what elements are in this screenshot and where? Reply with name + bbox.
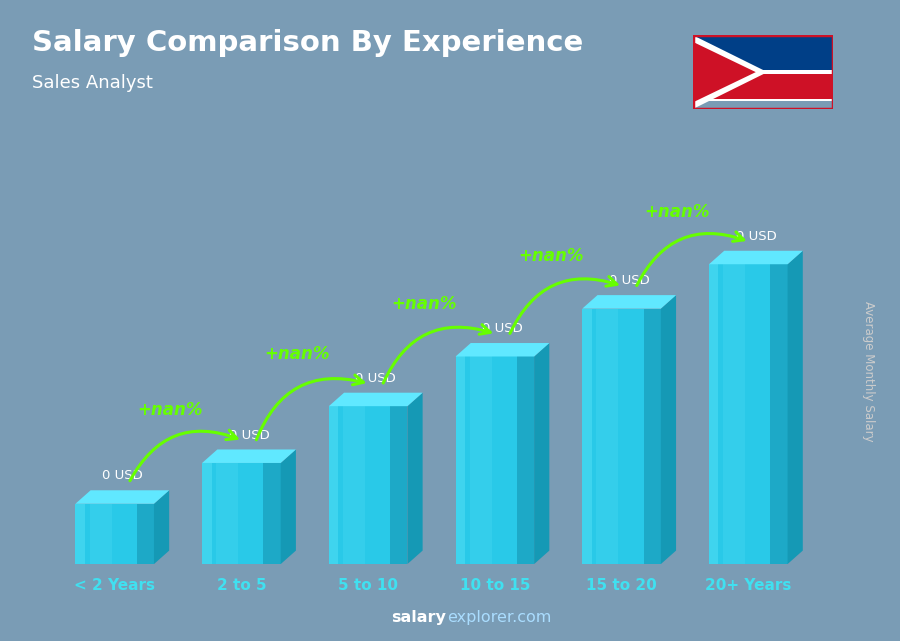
Text: +nan%: +nan% (644, 203, 710, 221)
Bar (709, 264, 788, 564)
Polygon shape (693, 35, 768, 109)
Bar (693, 72, 832, 100)
Polygon shape (281, 449, 296, 564)
Polygon shape (76, 490, 169, 504)
Polygon shape (582, 295, 676, 308)
Polygon shape (788, 251, 803, 564)
Bar (76, 504, 154, 564)
Bar (582, 308, 591, 564)
Text: explorer.com: explorer.com (447, 610, 552, 625)
Bar (264, 463, 281, 564)
Text: Salary Comparison By Experience: Salary Comparison By Experience (32, 29, 583, 57)
Polygon shape (154, 490, 169, 564)
Bar (216, 463, 239, 564)
Bar (470, 356, 491, 564)
Bar (328, 406, 338, 564)
Bar (202, 463, 211, 564)
Bar (770, 264, 788, 564)
Bar (343, 406, 365, 564)
Text: +nan%: +nan% (265, 344, 330, 363)
Text: 0 USD: 0 USD (102, 469, 143, 483)
Polygon shape (534, 343, 549, 564)
Bar (455, 356, 534, 564)
Bar (76, 504, 85, 564)
Bar (597, 308, 618, 564)
Text: 0 USD: 0 USD (608, 274, 650, 287)
Bar (328, 406, 408, 564)
Bar (202, 463, 281, 564)
Bar (582, 308, 661, 564)
Polygon shape (202, 449, 296, 463)
Polygon shape (693, 42, 756, 103)
Bar (644, 308, 661, 564)
Text: 0 USD: 0 USD (229, 429, 269, 442)
Bar (693, 35, 832, 72)
Bar (455, 356, 465, 564)
Bar (693, 99, 832, 101)
Text: +nan%: +nan% (518, 247, 583, 265)
Polygon shape (709, 251, 803, 264)
Text: 0 USD: 0 USD (735, 230, 777, 243)
Text: 0 USD: 0 USD (356, 372, 396, 385)
Bar (90, 504, 112, 564)
Bar (517, 356, 534, 564)
Text: salary: salary (392, 610, 446, 625)
Bar (724, 264, 745, 564)
Text: Sales Analyst: Sales Analyst (32, 74, 152, 92)
Polygon shape (455, 343, 549, 356)
Text: +nan%: +nan% (138, 401, 203, 419)
Text: 0 USD: 0 USD (482, 322, 523, 335)
Polygon shape (408, 393, 423, 564)
Bar (390, 406, 408, 564)
Bar (137, 504, 154, 564)
Polygon shape (661, 295, 676, 564)
Text: +nan%: +nan% (392, 295, 456, 313)
Bar (693, 71, 832, 74)
Bar (709, 264, 718, 564)
Text: Average Monthly Salary: Average Monthly Salary (862, 301, 875, 442)
Polygon shape (328, 393, 423, 406)
